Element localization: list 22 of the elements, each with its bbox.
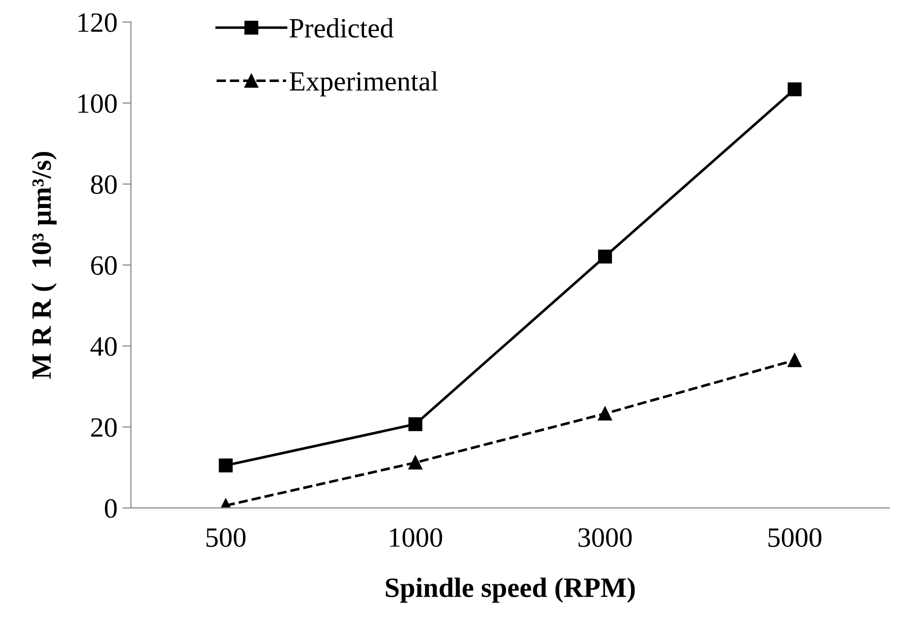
x-tick-label: 3000 — [578, 528, 632, 547]
x-tick-label: 1000 — [390, 528, 442, 547]
y-axis-title: M R R ( 10³ µm³/s) — [31, 152, 57, 379]
x-axis-title: Spindle speed (RPM) — [386, 578, 635, 603]
x-tick-label: 500 — [206, 528, 246, 547]
x-tick-label: 5000 — [768, 528, 822, 547]
y-tick-label: 40 — [90, 337, 117, 356]
point — [408, 456, 422, 470]
point — [408, 417, 422, 432]
legend-label: Experimental — [290, 71, 438, 96]
y-tick-label: 100 — [78, 94, 117, 113]
point — [788, 82, 802, 96]
y-tick-label: 80 — [91, 175, 117, 194]
y-tick-label: 60 — [91, 256, 117, 275]
y-tick-label: 20 — [91, 418, 117, 437]
legend-label: Predicted — [290, 18, 394, 38]
point — [218, 458, 233, 472]
y-tick-label: 0 — [104, 499, 117, 518]
point — [598, 250, 612, 264]
point — [598, 406, 612, 421]
y-tick-label: 120 — [78, 13, 117, 32]
point — [788, 353, 802, 368]
